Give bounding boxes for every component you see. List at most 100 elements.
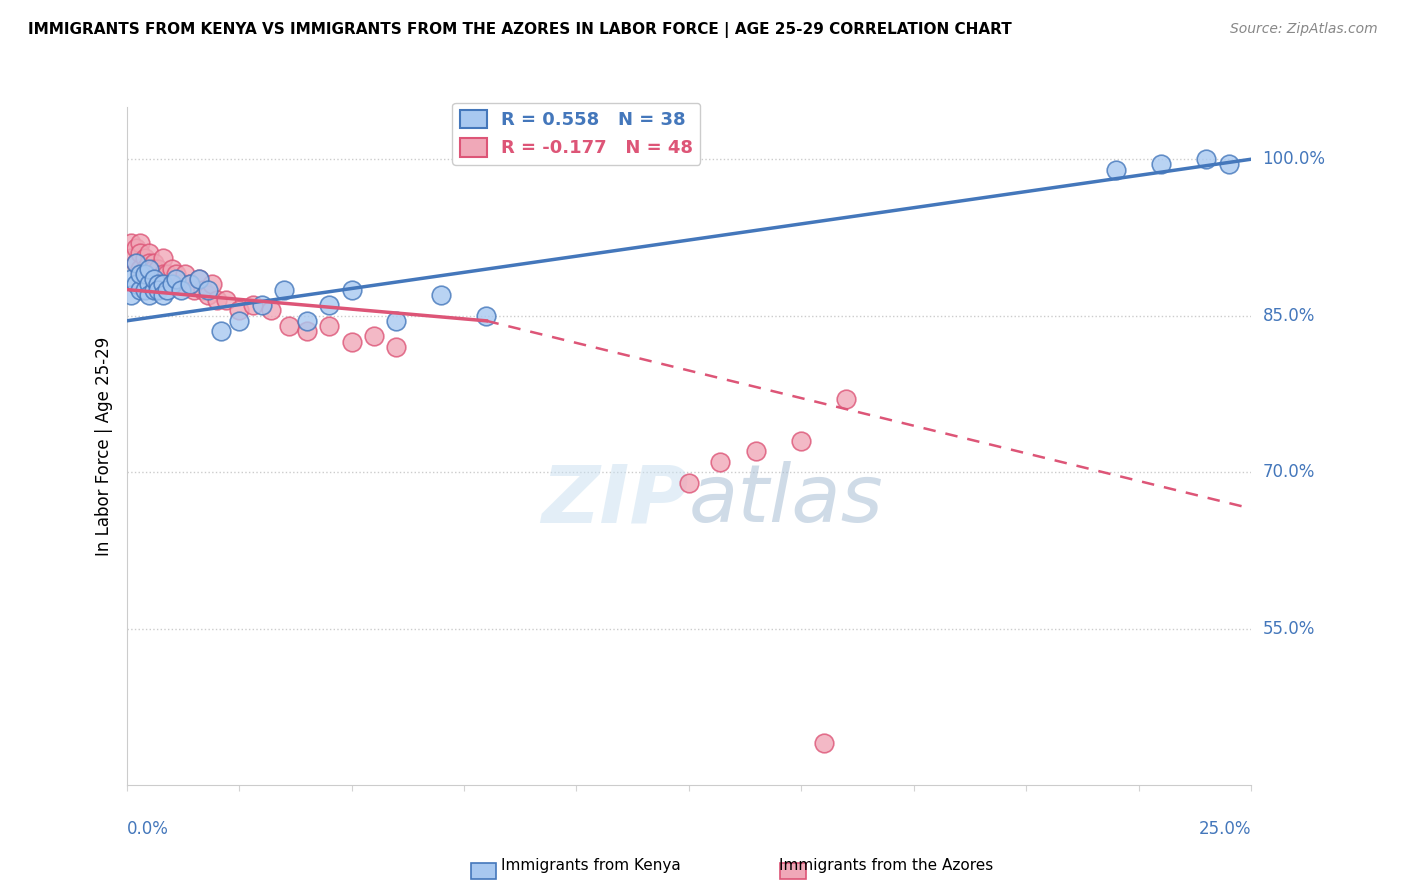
Point <box>138 277 160 292</box>
Text: 25.0%: 25.0% <box>1199 820 1251 838</box>
Text: 70.0%: 70.0% <box>1263 463 1315 481</box>
Point <box>124 256 146 270</box>
Point <box>146 261 169 276</box>
Point <box>295 324 318 338</box>
Point <box>120 287 142 301</box>
Point <box>250 298 273 312</box>
Point <box>318 319 340 334</box>
Point <box>363 329 385 343</box>
Point <box>228 314 250 328</box>
Point <box>129 283 152 297</box>
Point <box>152 252 174 266</box>
Point <box>187 272 209 286</box>
Point <box>475 309 498 323</box>
Point <box>790 434 813 448</box>
Point <box>138 261 160 276</box>
Point <box>242 298 264 312</box>
Point <box>129 235 152 250</box>
Point <box>273 283 295 297</box>
Text: 0.0%: 0.0% <box>127 820 169 838</box>
Point <box>124 256 146 270</box>
Point <box>169 277 191 292</box>
Point <box>1150 157 1173 171</box>
Point <box>214 293 236 307</box>
Point <box>1105 162 1128 177</box>
Text: atlas: atlas <box>689 461 884 540</box>
Point <box>187 272 209 286</box>
Text: Immigrants from Kenya: Immigrants from Kenya <box>501 858 681 872</box>
Point <box>120 272 142 286</box>
Point <box>124 277 146 292</box>
Point <box>228 303 250 318</box>
Point <box>138 267 160 281</box>
Point <box>174 267 197 281</box>
Legend: R = 0.558   N = 38, R = -0.177   N = 48: R = 0.558 N = 38, R = -0.177 N = 48 <box>453 103 700 165</box>
Point <box>179 277 201 292</box>
Point <box>1195 152 1218 166</box>
Point <box>142 256 165 270</box>
Point <box>124 241 146 255</box>
Text: Source: ZipAtlas.com: Source: ZipAtlas.com <box>1230 22 1378 37</box>
Text: ZIP: ZIP <box>541 461 689 540</box>
Point <box>179 277 201 292</box>
Point <box>385 340 408 354</box>
Point <box>138 246 160 260</box>
Point <box>146 277 169 292</box>
Point <box>152 267 174 281</box>
Point <box>709 455 731 469</box>
Point <box>160 277 183 292</box>
Point <box>835 392 858 406</box>
Point <box>152 277 174 292</box>
Point <box>120 235 142 250</box>
Point <box>160 277 183 292</box>
Point <box>277 319 299 334</box>
Point <box>156 267 179 281</box>
Text: IMMIGRANTS FROM KENYA VS IMMIGRANTS FROM THE AZORES IN LABOR FORCE | AGE 25-29 C: IMMIGRANTS FROM KENYA VS IMMIGRANTS FROM… <box>28 22 1012 38</box>
Point <box>1218 157 1240 171</box>
Point <box>134 261 156 276</box>
Point <box>205 293 228 307</box>
Point <box>142 261 165 276</box>
Point <box>183 283 205 297</box>
Point <box>146 283 169 297</box>
Point <box>142 283 165 297</box>
Point <box>165 272 187 286</box>
Text: 55.0%: 55.0% <box>1263 620 1315 638</box>
Point <box>385 314 408 328</box>
Point <box>134 267 156 281</box>
Point <box>138 256 160 270</box>
Point <box>745 444 768 458</box>
Point <box>142 272 165 286</box>
Point <box>129 246 152 260</box>
Point <box>156 283 179 297</box>
Point <box>138 287 160 301</box>
Point <box>209 324 232 338</box>
Point <box>295 314 318 328</box>
Point <box>134 252 156 266</box>
Y-axis label: In Labor Force | Age 25-29: In Labor Force | Age 25-29 <box>94 336 112 556</box>
Point <box>813 736 835 750</box>
Point <box>678 475 700 490</box>
Point <box>340 283 363 297</box>
Point <box>197 287 219 301</box>
Point <box>169 283 191 297</box>
Point <box>152 287 174 301</box>
Text: 85.0%: 85.0% <box>1263 307 1315 325</box>
Point <box>134 283 156 297</box>
Point <box>129 267 152 281</box>
Point <box>430 287 453 301</box>
Point <box>197 283 219 297</box>
Point <box>146 277 169 292</box>
Point <box>160 261 183 276</box>
Text: Immigrants from the Azores: Immigrants from the Azores <box>779 858 993 872</box>
Point <box>201 277 224 292</box>
Point <box>259 303 281 318</box>
Point <box>318 298 340 312</box>
Text: 100.0%: 100.0% <box>1263 150 1326 169</box>
Point <box>142 272 165 286</box>
Point <box>120 252 142 266</box>
Point <box>191 283 214 297</box>
Point <box>340 334 363 349</box>
Point <box>165 267 187 281</box>
Point <box>129 261 152 276</box>
